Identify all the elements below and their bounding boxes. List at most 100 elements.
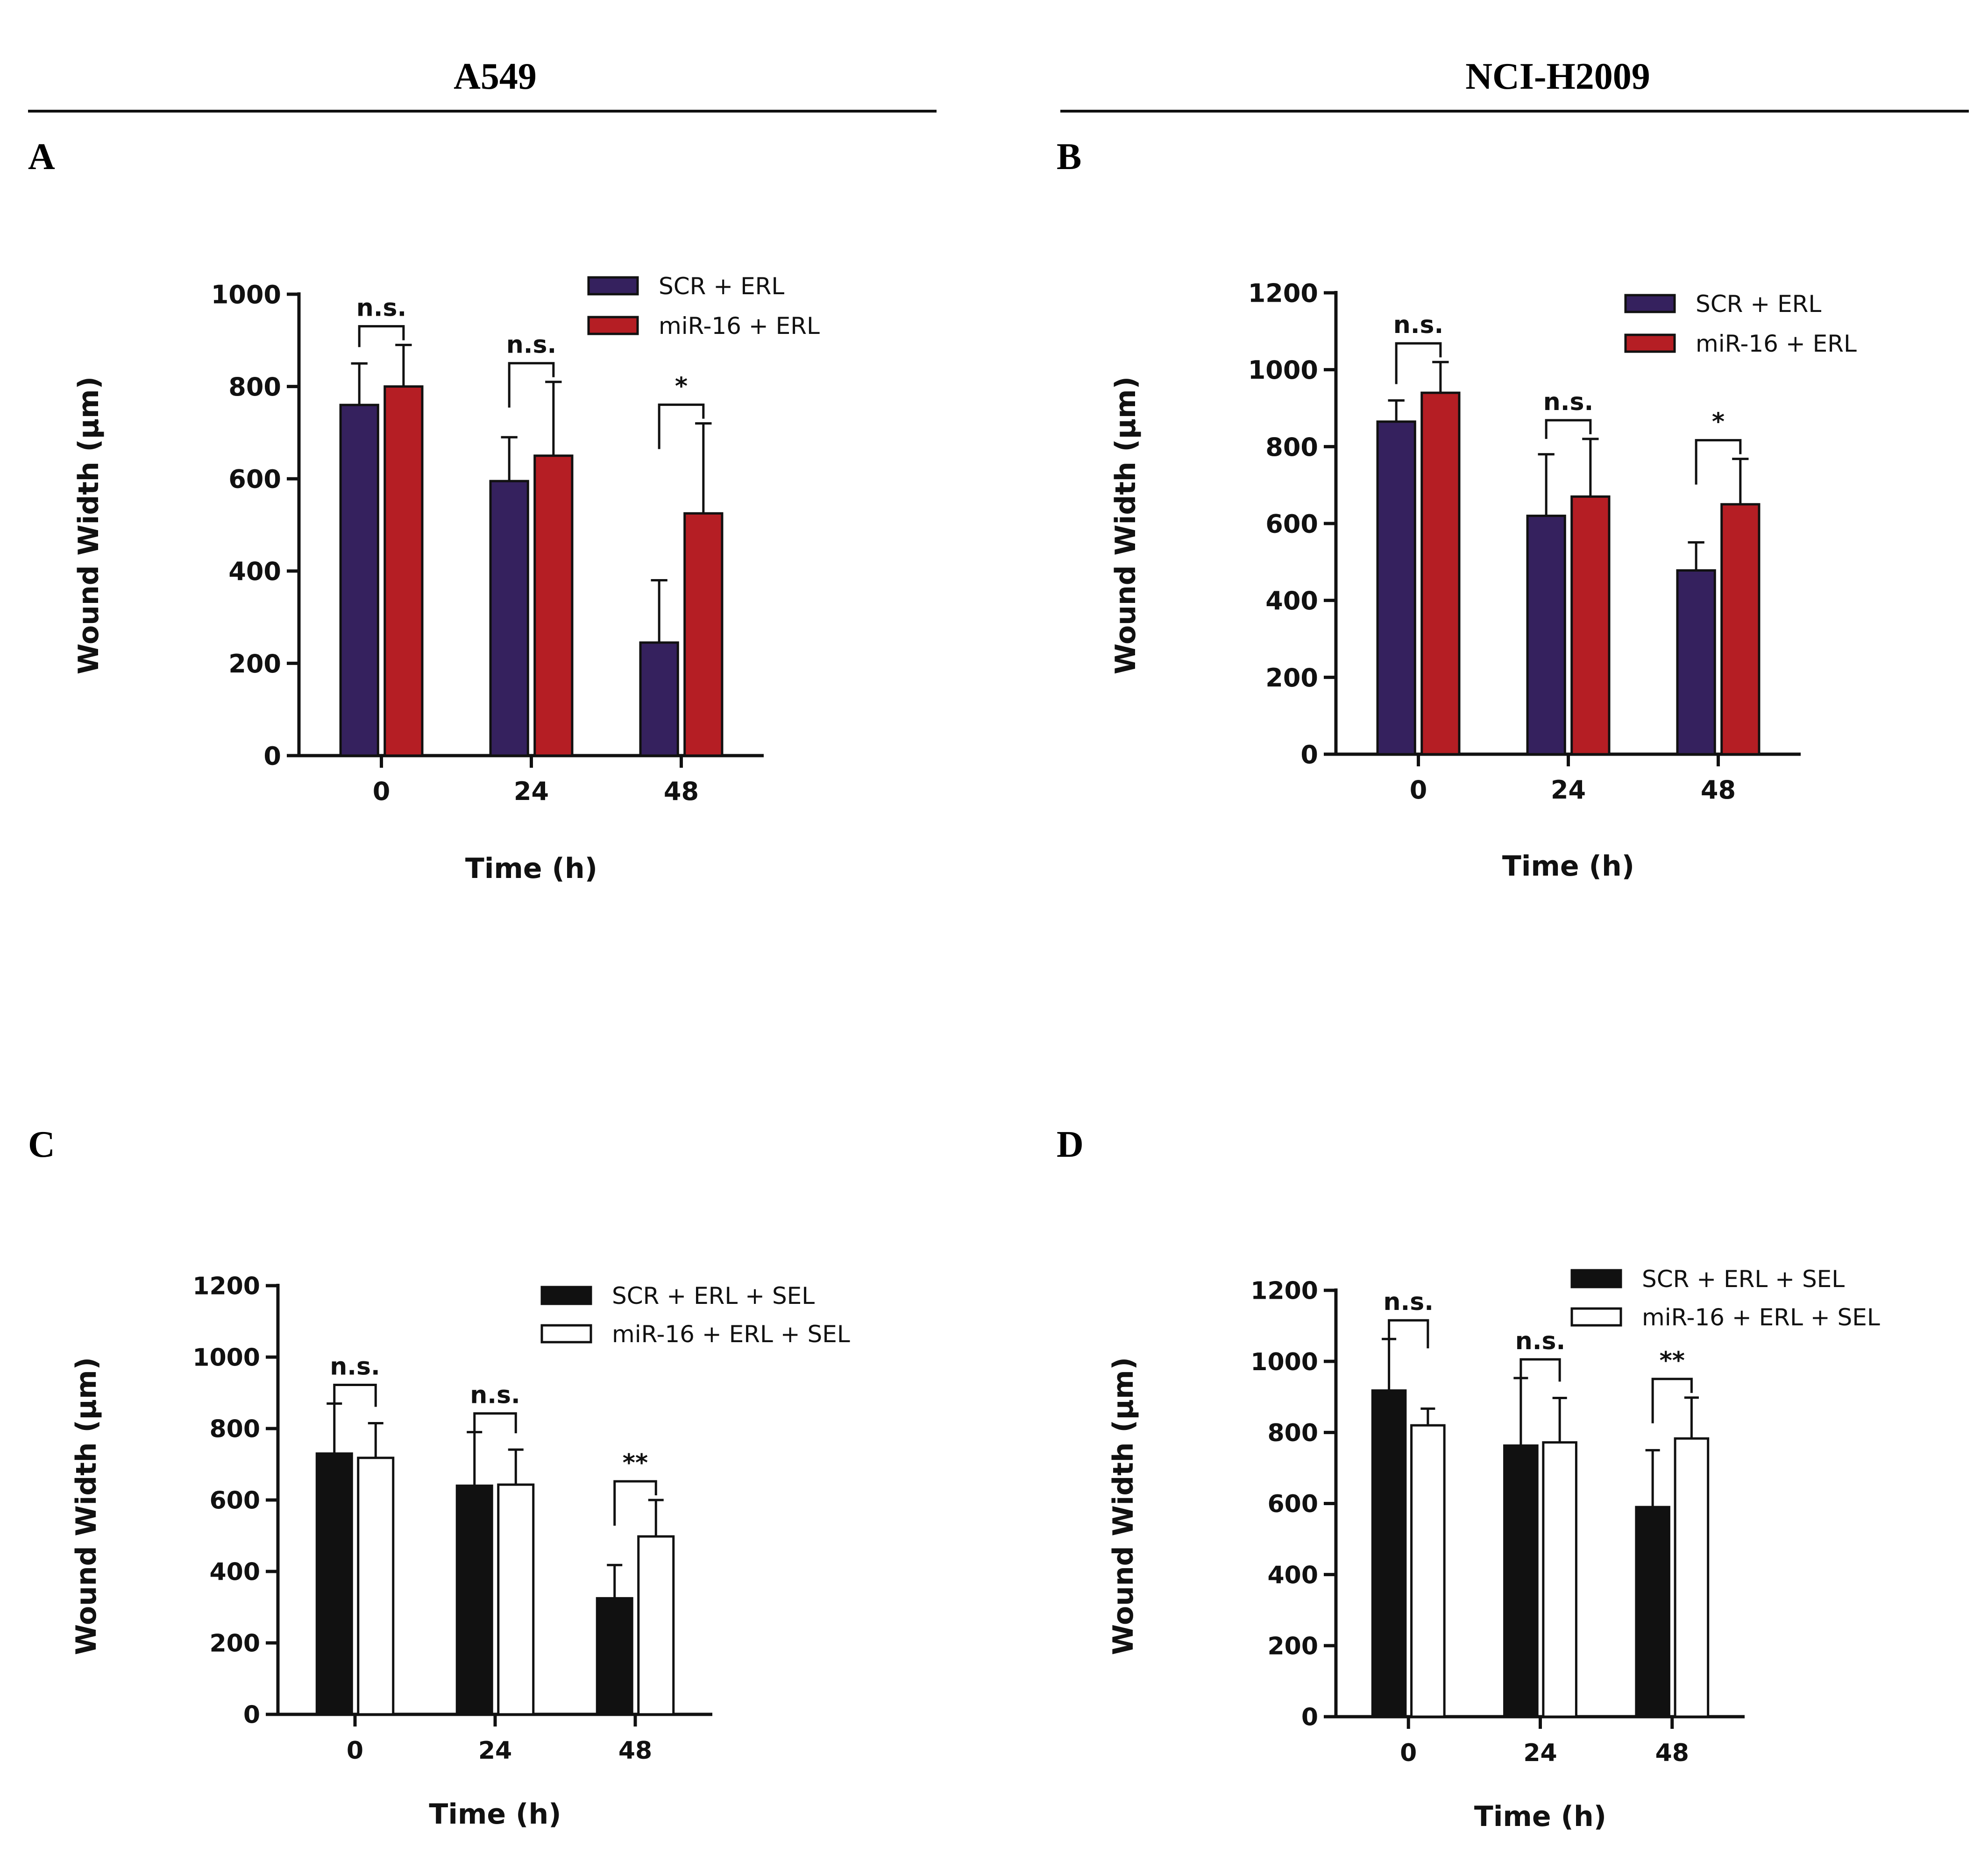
x-tick-label: 48 [1655, 1739, 1689, 1767]
significance-label: * [675, 373, 688, 401]
bar-mir16-0h [357, 1457, 395, 1716]
panel-label-a: A [28, 136, 55, 177]
significance-label: n.s. [1543, 388, 1593, 416]
legend-swatch [1570, 1269, 1622, 1288]
legend-swatch [587, 276, 639, 296]
x-tick-label: 48 [664, 777, 699, 806]
legend-swatch [587, 316, 639, 335]
bar-scr-0h [1371, 1389, 1407, 1718]
x-tick-label: 24 [1551, 775, 1586, 805]
bar-scr-24h [455, 1484, 493, 1716]
significance-label: n.s. [506, 331, 556, 359]
bar-mir16-0h [383, 385, 424, 757]
significance-label: n.s. [1515, 1327, 1565, 1355]
x-tick-label: 0 [1400, 1739, 1417, 1767]
bar-scr-24h [1503, 1444, 1539, 1718]
bar-scr-0h [315, 1452, 353, 1716]
y-tick-label: 600 [1265, 509, 1318, 538]
x-tick-label: 48 [618, 1737, 652, 1765]
bar-mir16-48h [637, 1535, 675, 1716]
y-tick-label: 800 [1267, 1419, 1318, 1447]
column-title-nci-h2009: NCI-H2009 [1465, 56, 1650, 97]
x-tick-label: 48 [1701, 775, 1736, 805]
y-tick-label: 0 [263, 741, 281, 771]
y-tick-label: 0 [1300, 740, 1318, 769]
bar-scr-48h [639, 641, 679, 757]
significance-label: n.s. [356, 294, 406, 322]
y-tick-label: 1000 [211, 280, 281, 309]
panel-label-c: C [28, 1124, 55, 1165]
bar-scr-48h [1635, 1506, 1670, 1718]
bar-mir16-48h [1720, 503, 1761, 756]
y-tick-label: 400 [209, 1558, 260, 1586]
x-tick-label: 0 [373, 777, 390, 806]
bar-mir16-48h [1674, 1437, 1710, 1718]
y-tick-label: 400 [228, 557, 281, 586]
chart-panel-b: 0 200 400 600 800 1000 1200 Wound Width (μm) Tim… [1109, 278, 1857, 883]
y-tick-label: 800 [209, 1415, 260, 1443]
x-tick-label: 24 [478, 1737, 512, 1765]
significance-bracket [508, 362, 555, 408]
significance-bracket [1695, 439, 1742, 485]
y-tick-label: 200 [228, 649, 281, 679]
y-tick-label: 1000 [1250, 1348, 1318, 1376]
chart-panel-a: 0 200 400 600 800 1000 Wound Width (μm) Time (h… [72, 273, 820, 885]
legend-label: miR-16 + ERL [659, 312, 820, 340]
bar-scr-48h [596, 1597, 633, 1716]
legend-label: miR-16 + ERL + SEL [612, 1321, 850, 1348]
y-tick-label: 200 [209, 1630, 260, 1658]
x-tick-label: 0 [347, 1737, 363, 1765]
bar-mir16-0h [1410, 1424, 1446, 1718]
y-axis-label: Wound Width (μm) [70, 1357, 103, 1655]
significance-label: * [1712, 408, 1725, 436]
significance-label: n.s. [330, 1352, 380, 1380]
legend-swatch [1624, 294, 1676, 313]
y-tick-label: 600 [209, 1487, 260, 1515]
y-tick-label: 1200 [1248, 278, 1318, 308]
bar-scr-24h [489, 480, 529, 757]
significance-bracket [1651, 1378, 1693, 1423]
chart-panel-d: 0 200 400 600 800 1000 1200 Wound Width (μm) Tim… [1107, 1266, 1880, 1833]
bar-scr-24h [1526, 515, 1566, 756]
significance-bracket [1519, 1358, 1561, 1382]
y-tick-label: 800 [1265, 432, 1318, 462]
bar-scr-0h [1376, 420, 1416, 756]
y-tick-label: 200 [1267, 1633, 1318, 1661]
y-axis-label: Wound Width (μm) [1109, 376, 1142, 674]
y-tick-label: 0 [1301, 1704, 1318, 1732]
bar-mir16-24h [533, 454, 574, 757]
significance-label: n.s. [1393, 311, 1443, 339]
y-axis-label: Wound Width (μm) [72, 376, 105, 674]
y-tick-label: 1200 [1250, 1277, 1318, 1305]
y-tick-label: 600 [228, 465, 281, 494]
significance-bracket [658, 403, 705, 449]
legend-label: SCR + ERL [659, 273, 784, 300]
legend-swatch [540, 1324, 592, 1344]
bar-mir16-24h [1570, 495, 1611, 756]
y-tick-label: 200 [1265, 663, 1318, 693]
y-tick-label: 1000 [1248, 355, 1318, 385]
legend-label: SCR + ERL + SEL [612, 1282, 815, 1309]
legend-label: miR-16 + ERL [1696, 330, 1857, 357]
legend-label: SCR + ERL + SEL [1642, 1266, 1845, 1293]
bar-mir16-24h [1542, 1441, 1577, 1718]
x-tick-label: 24 [514, 777, 549, 806]
significance-label: n.s. [470, 1381, 520, 1409]
bar-mir16-48h [683, 512, 724, 757]
bar-scr-0h [339, 403, 379, 757]
panel-label-b: B [1057, 136, 1081, 177]
significance-bracket [333, 1383, 377, 1407]
x-axis-label: Time (h) [465, 852, 597, 885]
y-axis-label: Wound Width (μm) [1107, 1357, 1140, 1655]
y-tick-label: 1000 [192, 1344, 260, 1372]
significance-bracket [1545, 419, 1592, 439]
column-title-a549: A549 [454, 56, 537, 97]
y-tick-label: 1200 [192, 1273, 260, 1301]
legend-label: SCR + ERL [1696, 290, 1821, 318]
x-axis-label: Time (h) [1502, 850, 1634, 883]
y-tick-label: 600 [1267, 1490, 1318, 1518]
legend-swatch [1570, 1307, 1622, 1327]
significance-bracket [358, 325, 405, 347]
bar-mir16-0h [1420, 391, 1461, 756]
x-axis-label: Time (h) [1474, 1800, 1606, 1833]
